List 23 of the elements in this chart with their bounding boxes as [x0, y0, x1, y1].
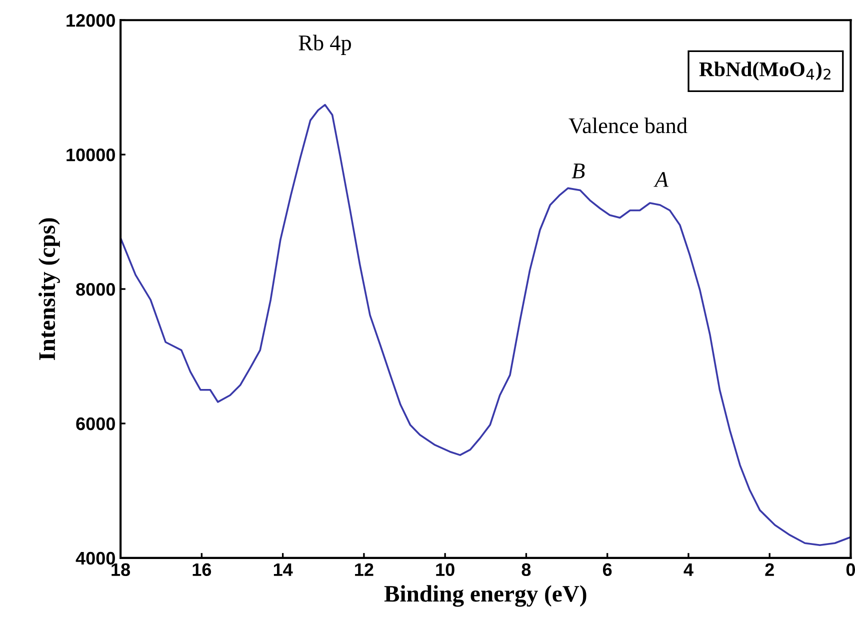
x-axis-title: Binding energy (eV) — [384, 585, 586, 607]
x-tick-label: 14 — [274, 563, 293, 576]
x-tick-label: 6 — [602, 563, 612, 576]
x-tick-label: 10 — [436, 563, 454, 576]
annotation: RbNd(MoO$_{4}$)$_{2}$ — [699, 62, 830, 81]
x-tick-label: 16 — [192, 563, 212, 576]
annotation: Valence band — [568, 118, 688, 134]
y-tick-label: 4000 — [76, 552, 115, 565]
y-axis-title: Intensity (cps) — [38, 218, 60, 360]
x-tick-label: 2 — [765, 563, 774, 576]
x-tick-label: 4 — [684, 563, 694, 576]
x-tick-label: 0 — [846, 563, 855, 576]
annotation: B — [572, 164, 585, 178]
annotation: A — [654, 172, 668, 187]
annotation: Rb 4p — [298, 34, 351, 55]
x-tick-label: 12 — [355, 563, 374, 576]
y-tick-label: 8000 — [76, 282, 115, 296]
y-tick-label: 10000 — [66, 148, 115, 162]
x-tick-label: 18 — [112, 563, 130, 576]
line-series — [120, 104, 851, 546]
x-tick-label: 8 — [522, 563, 531, 576]
y-tick-label: 12000 — [66, 14, 115, 27]
y-tick-label: 6000 — [76, 417, 115, 430]
